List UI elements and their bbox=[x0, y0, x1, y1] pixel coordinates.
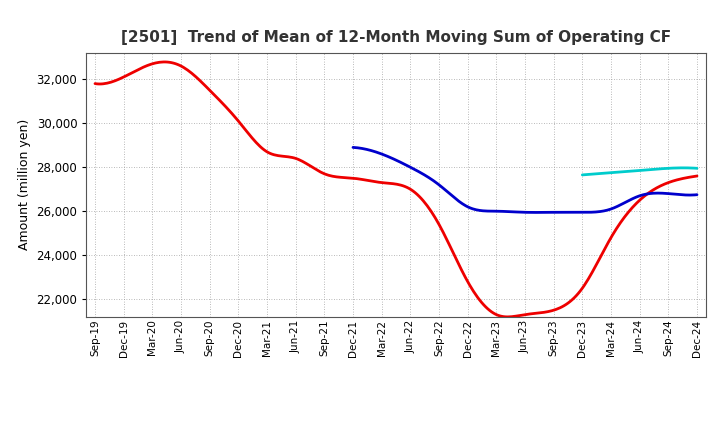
7 Years bbox=[683, 165, 691, 171]
5 Years bbox=[554, 209, 562, 215]
5 Years bbox=[554, 209, 563, 215]
3 Years bbox=[503, 314, 512, 319]
3 Years bbox=[449, 250, 458, 256]
3 Years bbox=[640, 193, 649, 198]
7 Years bbox=[646, 167, 654, 172]
3 Years bbox=[451, 255, 459, 260]
3 Years bbox=[693, 173, 701, 179]
Title: [2501]  Trend of Mean of 12-Month Moving Sum of Operating CF: [2501] Trend of Mean of 12-Month Moving … bbox=[121, 29, 671, 45]
Line: 7 Years: 7 Years bbox=[582, 168, 697, 175]
5 Years bbox=[348, 145, 357, 150]
Y-axis label: Amount (million yen): Amount (million yen) bbox=[18, 119, 31, 250]
3 Years bbox=[602, 243, 611, 249]
Line: 3 Years: 3 Years bbox=[95, 62, 697, 317]
5 Years bbox=[662, 191, 670, 196]
3 Years bbox=[93, 81, 102, 87]
3 Years bbox=[461, 275, 469, 280]
7 Years bbox=[578, 172, 587, 177]
7 Years bbox=[647, 167, 655, 172]
7 Years bbox=[679, 165, 688, 170]
5 Years bbox=[531, 210, 540, 215]
5 Years bbox=[640, 192, 649, 197]
7 Years bbox=[578, 172, 587, 177]
5 Years bbox=[350, 145, 359, 150]
7 Years bbox=[648, 167, 657, 172]
7 Years bbox=[675, 165, 683, 171]
Line: 5 Years: 5 Years bbox=[353, 147, 697, 213]
5 Years bbox=[693, 192, 701, 197]
3 Years bbox=[161, 59, 170, 65]
3 Years bbox=[91, 81, 99, 86]
5 Years bbox=[560, 209, 569, 215]
7 Years bbox=[693, 165, 701, 171]
